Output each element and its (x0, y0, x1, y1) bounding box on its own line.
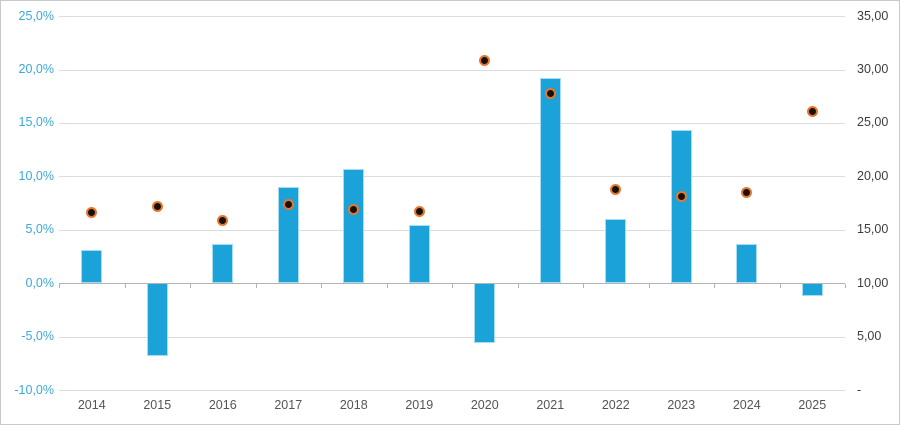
x-axis-zero-line (59, 283, 845, 285)
bar-2023 (670, 130, 692, 284)
dot-2014 (86, 207, 98, 219)
bar-2019 (408, 224, 430, 284)
gridline-25 (59, 16, 845, 17)
gridline--5 (59, 336, 845, 338)
x-axis-tick (124, 284, 126, 289)
bar-2021 (539, 78, 561, 284)
x-axis-label-2015: 2015 (143, 398, 172, 412)
gridline-20 (59, 69, 845, 71)
bar-2025 (801, 283, 823, 297)
bar-2017 (277, 187, 299, 284)
dot-2021 (544, 87, 556, 99)
dot-2024 (741, 187, 753, 198)
bar-2015 (146, 283, 168, 357)
x-axis-label-2023: 2023 (667, 398, 696, 412)
gridline-10 (59, 176, 845, 178)
x-axis-tick (386, 284, 388, 289)
left-axis-label: 0,0% (25, 275, 55, 290)
x-axis-tick (517, 284, 519, 289)
x-axis-label-2019: 2019 (405, 398, 434, 412)
left-axis-label: -5,0% (21, 329, 54, 344)
bar-2024 (736, 243, 758, 284)
x-axis-tick (648, 284, 650, 289)
x-axis-label-2024: 2024 (732, 398, 761, 412)
bar-2016 (212, 243, 234, 284)
x-axis-label-2021: 2021 (536, 398, 565, 412)
left-axis-label: 5,0% (25, 222, 55, 237)
x-axis-tick (255, 284, 257, 289)
x-axis-label-2018: 2018 (339, 398, 368, 412)
gridline-15 (59, 122, 845, 124)
left-axis-label: 25,0% (18, 8, 54, 23)
bar-2022 (605, 219, 627, 284)
x-axis-label-2020: 2020 (470, 398, 499, 412)
right-axis-label: 35,00 (857, 8, 889, 23)
x-axis-label-2017: 2017 (274, 398, 303, 412)
dot-2023 (675, 191, 687, 203)
x-axis-tick (452, 284, 453, 289)
dot-2017 (282, 198, 294, 210)
bar-2014 (81, 250, 103, 284)
x-axis-tick (59, 284, 60, 289)
x-axis-label-2014: 2014 (77, 398, 106, 412)
left-axis-label: 15,0% (18, 115, 54, 130)
x-axis-tick (190, 284, 191, 289)
dot-2018 (348, 204, 360, 216)
x-axis-tick (779, 284, 781, 289)
right-axis-label: 20,00 (857, 168, 889, 183)
x-axis-label-2025: 2025 (798, 398, 827, 412)
left-axis-label: 20,0% (18, 62, 54, 76)
bar-2018 (343, 168, 365, 284)
right-axis-label: 10,00 (857, 275, 889, 290)
x-axis-label-2016: 2016 (208, 398, 237, 412)
right-axis-label: 5,00 (857, 329, 882, 344)
dot-2016 (217, 214, 229, 226)
x-axis-tick (583, 284, 584, 289)
left-axis-label: 10,0% (18, 168, 54, 183)
right-axis-label: 25,00 (857, 115, 889, 130)
dot-2019 (413, 206, 425, 218)
gridline-5 (59, 229, 845, 231)
gridline--10 (59, 390, 845, 392)
left-axis-label: -10,0% (14, 382, 54, 397)
x-axis-label-2022: 2022 (601, 398, 630, 412)
right-axis-label: 30,00 (857, 62, 889, 76)
x-axis-tick (321, 284, 322, 289)
x-axis-tick (845, 284, 846, 289)
x-axis-tick (714, 284, 715, 289)
dot-2020 (479, 55, 491, 67)
dot-2025 (806, 105, 818, 117)
bar-2020 (474, 283, 496, 344)
right-axis-label: 15,00 (857, 222, 889, 237)
dot-2015 (151, 200, 163, 212)
right-axis-label: - (857, 382, 862, 397)
dot-2022 (610, 183, 622, 195)
